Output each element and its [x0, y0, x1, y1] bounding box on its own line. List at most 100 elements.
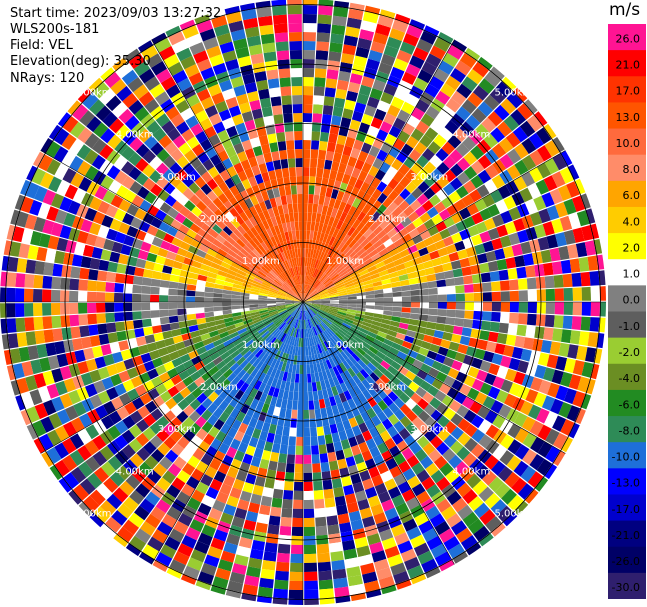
noise-gate — [514, 412, 528, 428]
noise-gate — [318, 5, 333, 16]
noise-gate — [445, 98, 461, 113]
velocity-gate — [282, 222, 288, 233]
noise-gate — [520, 241, 532, 255]
velocity-gate — [290, 354, 295, 365]
noise-gate — [137, 249, 149, 261]
noise-gate — [370, 41, 386, 54]
noise-gate — [140, 352, 152, 364]
noise-gate — [478, 434, 493, 449]
noise-gate — [6, 318, 17, 333]
noise-gate — [151, 236, 163, 248]
noise-gate — [129, 490, 145, 505]
velocity-gate — [431, 257, 442, 267]
velocity-gate — [388, 402, 400, 414]
noise-gate — [466, 203, 479, 216]
noise-gate — [287, 5, 302, 15]
noise-gate — [152, 127, 167, 142]
noise-gate — [303, 4, 318, 15]
noise-gate — [179, 449, 192, 463]
noise-gate — [230, 218, 241, 229]
velocity-gate — [308, 391, 314, 401]
noise-gate — [599, 286, 606, 301]
noise-gate — [169, 162, 182, 175]
noise-gate — [293, 481, 303, 492]
noise-gate — [226, 533, 241, 546]
noise-gate — [350, 519, 364, 531]
noise-gate — [518, 290, 528, 302]
noise-gate — [312, 472, 322, 482]
velocity-gate — [328, 226, 336, 237]
velocity-gate — [355, 310, 366, 315]
noise-gate — [25, 182, 40, 199]
velocity-gate — [317, 311, 326, 318]
noise-gate — [96, 302, 106, 313]
noise-gate — [381, 384, 393, 396]
velocity-gate — [337, 353, 346, 363]
noise-gate — [196, 249, 207, 259]
noise-gate — [177, 77, 192, 92]
noise-gate — [581, 286, 591, 301]
noise-gate — [15, 303, 25, 318]
noise-gate — [29, 389, 43, 406]
velocity-gate — [320, 293, 330, 298]
velocity-gate — [343, 224, 352, 234]
velocity-gate — [273, 279, 282, 287]
velocity-gate — [249, 377, 258, 388]
noise-gate — [194, 176, 207, 189]
noise-gate — [450, 163, 464, 177]
velocity-gate — [303, 364, 307, 374]
velocity-gate — [338, 295, 348, 299]
noise-gate — [144, 191, 157, 204]
noise-gate — [501, 488, 517, 505]
noise-gate — [463, 409, 477, 423]
velocity-gate — [236, 225, 247, 236]
noise-gate — [181, 535, 197, 549]
noise-gate — [315, 50, 329, 61]
velocity-gate — [401, 254, 413, 263]
velocity-gate — [266, 218, 274, 228]
noise-gate — [99, 88, 116, 105]
velocity-gate — [287, 335, 292, 345]
noise-gate — [341, 475, 352, 487]
velocity-gate — [307, 373, 312, 383]
velocity-gate — [316, 283, 324, 291]
velocity-gate — [277, 243, 284, 253]
noise-gate — [581, 225, 594, 241]
noise-gate — [303, 86, 314, 96]
velocity-gate — [298, 319, 302, 329]
noise-gate — [304, 562, 318, 572]
noise-gate — [387, 515, 402, 529]
noise-gate — [388, 486, 402, 499]
velocity-gate — [244, 219, 254, 230]
velocity-gate — [368, 426, 380, 438]
noise-gate — [150, 449, 165, 463]
noise-gate — [104, 292, 115, 302]
noise-gate — [496, 224, 509, 238]
velocity-gate — [312, 278, 318, 287]
velocity-gate — [424, 267, 435, 276]
noise-gate — [207, 546, 223, 559]
noise-gate — [435, 221, 447, 232]
noise-gate — [471, 234, 483, 246]
noise-gate — [398, 274, 409, 281]
noise-gate — [401, 290, 411, 297]
noise-gate — [77, 428, 92, 445]
noise-gate — [507, 494, 524, 512]
noise-gate — [128, 166, 142, 181]
range-ring-label: 1.00km — [326, 340, 364, 351]
velocity-gate — [342, 275, 351, 282]
noise-gate — [405, 370, 417, 381]
noise-gate — [401, 489, 416, 502]
velocity-gate — [363, 365, 373, 376]
range-ring-label: 2.00km — [200, 382, 238, 393]
noise-gate — [567, 164, 580, 181]
noise-gate — [312, 463, 321, 473]
noise-gate — [69, 433, 85, 450]
velocity-gate — [251, 165, 261, 176]
noise-gate — [536, 162, 552, 179]
noise-gate — [175, 168, 188, 182]
velocity-gate — [168, 309, 178, 317]
noise-gate — [416, 435, 430, 449]
noise-gate — [113, 155, 128, 170]
velocity-gate — [338, 268, 347, 276]
